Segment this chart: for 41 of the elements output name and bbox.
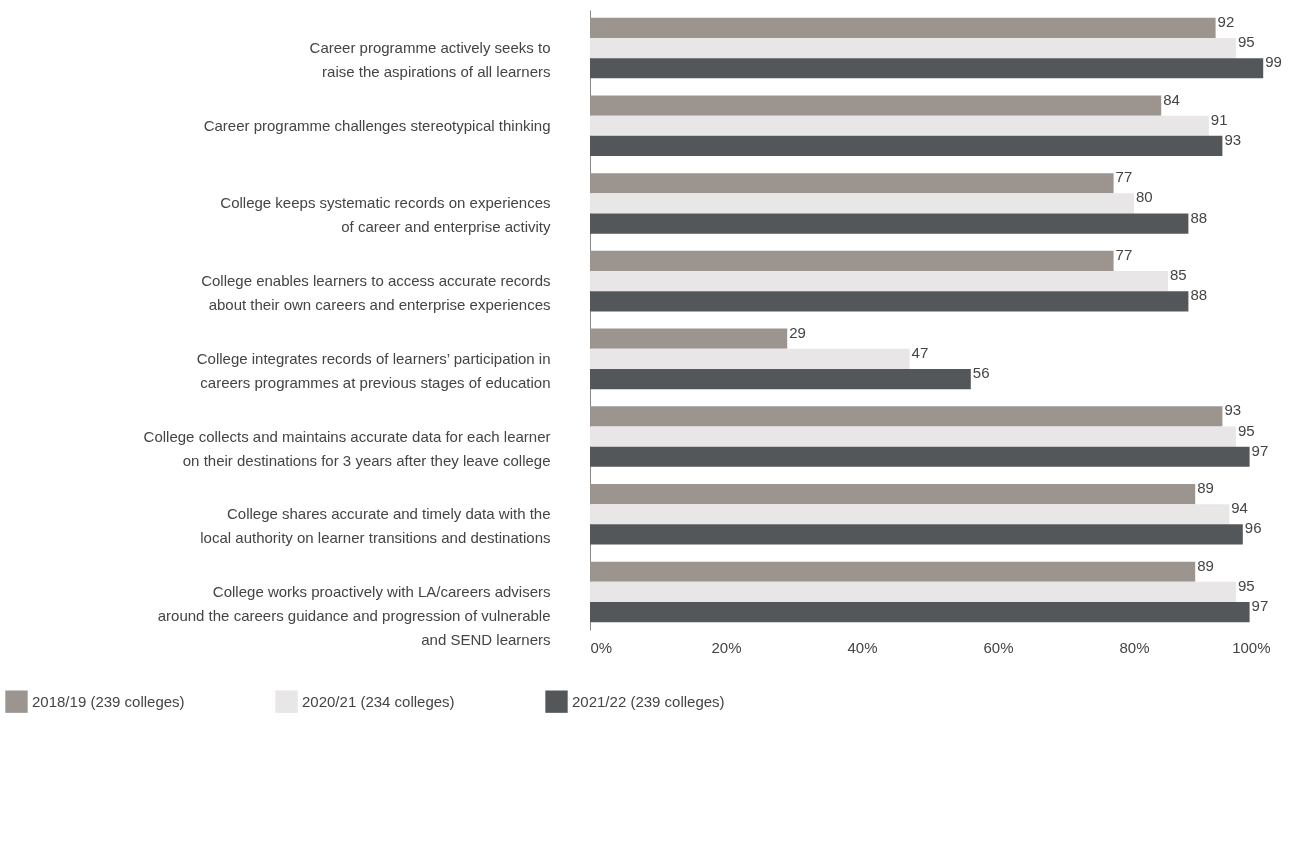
y-tick-label: Career programme challenges stereotypical thinking (203, 116, 551, 134)
x-tick-label: 0% (590, 638, 613, 656)
data-label: 95 (1238, 421, 1255, 439)
data-label: 94 (1231, 499, 1248, 517)
y-tick-label: College works proactively with LA/careers advisers around the careers guidance and progression of vulnerable and SEND learners (157, 582, 551, 648)
data-label: 80 (1136, 188, 1153, 206)
data-label: 95 (1238, 576, 1255, 594)
legend-label: 2018/19 (239 colleges) (32, 692, 185, 710)
data-label: 84 (1163, 90, 1180, 108)
data-label: 93 (1224, 130, 1242, 148)
y-tick-label: College keeps systematic records on experiences of career and enterprise activity (220, 194, 551, 236)
data-label: 92 (1217, 12, 1235, 30)
y-tick-label: College integrates records of learners’ participation in careers programmes at previous stages of education (196, 349, 551, 391)
data-label: 56 (972, 364, 990, 382)
data-label: 89 (1197, 479, 1214, 497)
data-label: 29 (789, 323, 806, 341)
x-tick-label: 20% (711, 638, 742, 656)
data-label: 47 (911, 343, 929, 361)
data-label: 93 (1224, 401, 1242, 419)
data-label: 91 (1210, 110, 1228, 128)
data-label: 88 (1190, 286, 1208, 304)
y-tick-label: College collects and maintains accurate data for each learner on their destinations for 3 years after they leave college (143, 427, 551, 469)
data-label: 89 (1197, 556, 1214, 574)
data-label: 97 (1251, 441, 1269, 459)
data-label: 85 (1170, 266, 1187, 284)
y-tick-label: College shares accurate and timely data with the local authority on learner transitions and destinations (200, 505, 551, 547)
data-label: 77 (1115, 245, 1133, 263)
legend-label: 2020/21 (234 colleges) (302, 692, 455, 710)
x-tick-label: 40% (847, 638, 878, 656)
x-tick-label: 100% (1232, 638, 1271, 656)
x-tick-label: 60% (983, 638, 1014, 656)
data-label: 88 (1190, 208, 1208, 226)
data-label: 77 (1115, 168, 1133, 186)
y-tick-label: Career programme actively seeks to raise the aspirations of all learners (309, 39, 551, 81)
data-label: 95 (1238, 33, 1255, 51)
data-label: 96 (1244, 519, 1262, 537)
data-label: 99 (1265, 53, 1282, 71)
data-label: 97 (1251, 597, 1269, 615)
x-tick-label: 80% (1119, 638, 1150, 656)
legend-label: 2021/22 (239 colleges) (572, 692, 725, 710)
y-tick-label: College enables learners to access accurate records about their own careers and enterprise experiences (201, 272, 551, 314)
